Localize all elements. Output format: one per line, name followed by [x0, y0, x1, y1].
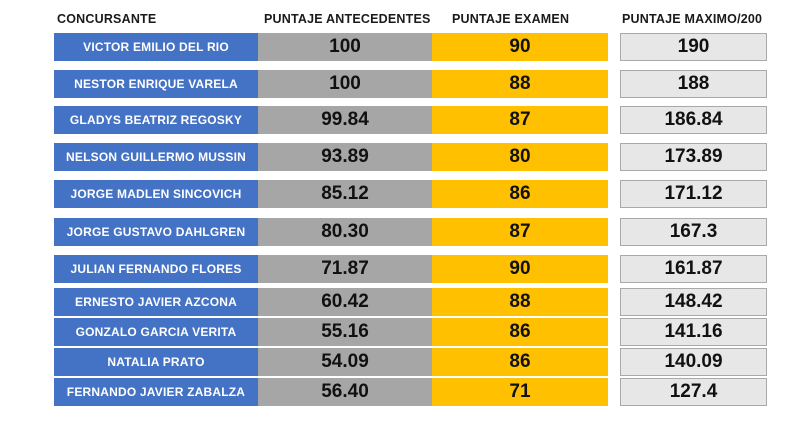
examen-score-cell: 86 — [432, 348, 608, 376]
antecedentes-score-cell: 71.87 — [258, 255, 432, 283]
maximo-score-cell: 190 — [620, 33, 767, 61]
maximo-score-cell: 141.16 — [620, 318, 767, 346]
antecedentes-score-cell: 56.40 — [258, 378, 432, 406]
examen-score-cell: 71 — [432, 378, 608, 406]
antecedentes-score-cell: 99.84 — [258, 106, 432, 134]
antecedentes-score-cell: 55.16 — [258, 318, 432, 346]
maximo-score-cell: 188 — [620, 70, 767, 98]
table-row: VICTOR EMILIO DEL RIO 100 90 190 — [0, 33, 790, 61]
maximo-score-cell: 167.3 — [620, 218, 767, 246]
contestant-name-cell: FERNANDO JAVIER ZABALZA — [54, 378, 258, 406]
antecedentes-score-cell: 60.42 — [258, 288, 432, 316]
antecedentes-score-cell: 54.09 — [258, 348, 432, 376]
examen-score-cell: 86 — [432, 318, 608, 346]
maximo-score-cell: 186.84 — [620, 106, 767, 134]
table-row: ERNESTO JAVIER AZCONA 60.42 88 148.42 — [0, 288, 790, 316]
maximo-score-cell: 171.12 — [620, 180, 767, 208]
contestant-name-cell: GONZALO GARCIA VERITA — [54, 318, 258, 346]
contestant-name-cell: VICTOR EMILIO DEL RIO — [54, 33, 258, 61]
examen-score-cell: 86 — [432, 180, 608, 208]
table-row: NATALIA PRATO 54.09 86 140.09 — [0, 348, 790, 376]
table-row: JORGE MADLEN SINCOVICH 85.12 86 171.12 — [0, 180, 790, 208]
maximo-score-cell: 140.09 — [620, 348, 767, 376]
examen-score-cell: 90 — [432, 33, 608, 61]
table-row: FERNANDO JAVIER ZABALZA 56.40 71 127.4 — [0, 378, 790, 406]
contestant-name-cell: GLADYS BEATRIZ REGOSKY — [54, 106, 258, 134]
table-row: NELSON GUILLERMO MUSSIN 93.89 80 173.89 — [0, 143, 790, 171]
table-row: JULIAN FERNANDO FLORES 71.87 90 161.87 — [0, 255, 790, 283]
maximo-score-cell: 161.87 — [620, 255, 767, 283]
antecedentes-score-cell: 100 — [258, 70, 432, 98]
contestant-name-cell: NESTOR ENRIQUE VARELA — [54, 70, 258, 98]
maximo-score-cell: 173.89 — [620, 143, 767, 171]
header-puntaje-antecedentes: PUNTAJE ANTECEDENTES — [264, 12, 431, 26]
contestant-name-cell: JORGE MADLEN SINCOVICH — [54, 180, 258, 208]
antecedentes-score-cell: 93.89 — [258, 143, 432, 171]
maximo-score-cell: 127.4 — [620, 378, 767, 406]
contestant-name-cell: ERNESTO JAVIER AZCONA — [54, 288, 258, 316]
header-puntaje-maximo: PUNTAJE MAXIMO/200 — [622, 12, 763, 26]
antecedentes-score-cell: 80.30 — [258, 218, 432, 246]
examen-score-cell: 80 — [432, 143, 608, 171]
contestant-name-cell: JORGE GUSTAVO DAHLGREN — [54, 218, 258, 246]
table-row: JORGE GUSTAVO DAHLGREN 80.30 87 167.3 — [0, 218, 790, 246]
examen-score-cell: 88 — [432, 288, 608, 316]
table-row: NESTOR ENRIQUE VARELA 100 88 188 — [0, 70, 790, 98]
contestant-name-cell: NATALIA PRATO — [54, 348, 258, 376]
contestant-name-cell: NELSON GUILLERMO MUSSIN — [54, 143, 258, 171]
table-row: GLADYS BEATRIZ REGOSKY 99.84 87 186.84 — [0, 106, 790, 134]
header-concursante: CONCURSANTE — [57, 12, 157, 26]
examen-score-cell: 87 — [432, 218, 608, 246]
table-row: GONZALO GARCIA VERITA 55.16 86 141.16 — [0, 318, 790, 346]
contestant-name-cell: JULIAN FERNANDO FLORES — [54, 255, 258, 283]
antecedentes-score-cell: 100 — [258, 33, 432, 61]
antecedentes-score-cell: 85.12 — [258, 180, 432, 208]
header-puntaje-examen: PUNTAJE EXAMEN — [452, 12, 570, 26]
maximo-score-cell: 148.42 — [620, 288, 767, 316]
examen-score-cell: 88 — [432, 70, 608, 98]
examen-score-cell: 87 — [432, 106, 608, 134]
examen-score-cell: 90 — [432, 255, 608, 283]
